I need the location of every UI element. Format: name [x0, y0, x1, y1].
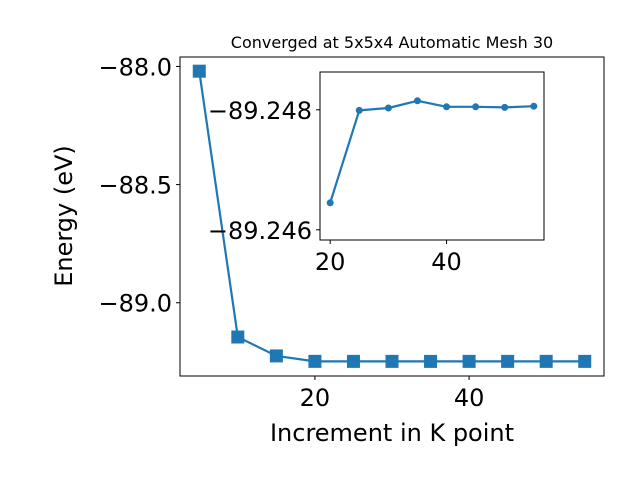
inset-ticks: 20 40 −89.248 −89.246	[208, 97, 462, 276]
main-data-point	[501, 354, 515, 368]
main-plot-frame	[179, 56, 605, 377]
main-data-point	[539, 354, 553, 368]
inset-data-point	[384, 104, 392, 112]
main-data-point	[269, 349, 283, 363]
y-axis-label: Energy (eV)	[50, 145, 78, 287]
main-data-point	[231, 330, 245, 344]
main-data-point	[308, 354, 322, 368]
main-data-point	[192, 64, 206, 78]
main-ticks: 20 40 −88.0 −88.5 −89.0	[98, 53, 484, 412]
inset-x-tick-label: 20	[315, 248, 346, 276]
main-x-tick-label: 40	[454, 384, 485, 412]
main-y-tick-label: −88.0	[98, 53, 172, 81]
chart-title: Converged at 5x5x4 Automatic Mesh 30	[231, 33, 553, 52]
main-y-tick-label: −88.5	[98, 172, 172, 200]
inset-data-point	[326, 199, 334, 207]
main-data-point	[462, 354, 476, 368]
inset-data-point	[530, 102, 538, 110]
inset-data-point	[413, 97, 421, 105]
inset-data-point	[355, 106, 363, 114]
inset-y-tick-label: −89.246	[208, 217, 312, 245]
x-axis-label: Increment in K point	[270, 419, 514, 447]
inset-chart: 20 40 −89.248 −89.246	[208, 71, 545, 276]
main-y-tick-label: −89.0	[98, 290, 172, 318]
inset-x-tick-label: 40	[431, 248, 462, 276]
main-series	[192, 64, 592, 368]
inset-plot-frame	[319, 71, 545, 241]
inset-data-point	[472, 103, 480, 111]
inset-data-point	[443, 103, 451, 111]
main-x-tick-label: 20	[300, 384, 331, 412]
main-data-point	[424, 354, 438, 368]
inset-data-point	[501, 103, 509, 111]
inset-series	[326, 97, 538, 207]
inset-y-tick-label: −89.248	[208, 97, 312, 125]
main-chart: Converged at 5x5x4 Automatic Mesh 30 Inc…	[50, 33, 605, 447]
main-data-point	[346, 354, 360, 368]
inset-series-line	[329, 99, 534, 204]
main-data-point	[385, 354, 399, 368]
inset-background	[320, 72, 544, 240]
main-data-point	[578, 354, 592, 368]
